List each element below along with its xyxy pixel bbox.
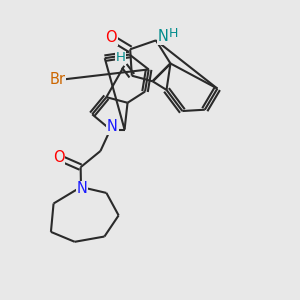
- Text: N: N: [76, 182, 87, 196]
- Text: Br: Br: [50, 72, 65, 87]
- Text: N: N: [158, 29, 168, 44]
- Text: H: H: [169, 27, 178, 40]
- Text: N: N: [107, 119, 118, 134]
- Text: O: O: [105, 30, 117, 45]
- Text: H: H: [115, 51, 125, 64]
- Text: O: O: [53, 150, 64, 165]
